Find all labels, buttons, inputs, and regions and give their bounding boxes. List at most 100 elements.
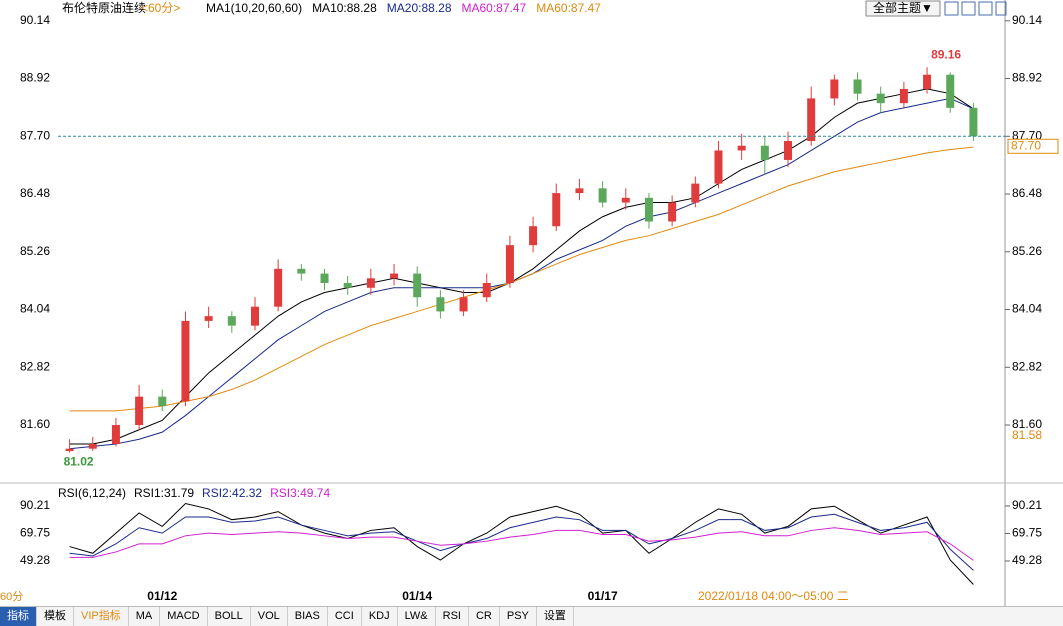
candle-body: [644, 197, 653, 222]
tab[interactable]: MACD: [160, 607, 208, 626]
indicator-line: [69, 146, 974, 412]
candle-body: [204, 316, 213, 321]
candle-body: [297, 268, 306, 274]
candle-body: [111, 425, 120, 444]
ma60-axis-label: 81.58: [1012, 428, 1042, 442]
period-label: <60分>: [141, 1, 180, 15]
candle-body: [830, 79, 839, 99]
candle-body: [876, 93, 885, 104]
candle-body: [946, 74, 955, 108]
indicator-label: MA10:88.28: [312, 1, 377, 15]
y-tick-label-right: 85.26: [1012, 244, 1042, 258]
y-tick-label: 87.70: [20, 128, 50, 142]
status-time: 2022/01/18 04:00～05:00 二: [698, 589, 849, 603]
candle-body: [250, 306, 259, 326]
y-tick-label: 81.60: [20, 417, 50, 431]
low-label: 81.02: [64, 455, 94, 469]
candle-body: [899, 88, 908, 104]
tab-bar: 60分指标 模板 VIP指标 MA MACD BOLL VOL BIAS CCI KDJ LW& RS…: [0, 591, 1063, 626]
candle-body: [668, 202, 677, 222]
candle-body: [784, 141, 793, 160]
tab[interactable]: KDJ: [362, 607, 398, 626]
tab[interactable]: 指标: [0, 607, 37, 626]
rsi-title: RSI(6,12,24): [58, 486, 126, 500]
candle-body: [158, 396, 167, 407]
candle-body: [88, 443, 97, 449]
candle-body: [343, 283, 352, 288]
tab[interactable]: RSI: [436, 607, 469, 626]
last-price-label: 87.70: [1011, 138, 1041, 152]
candle-body: [807, 98, 816, 142]
candle-body: [552, 193, 561, 227]
y-tick-label-right: 81.60: [1012, 417, 1042, 431]
tab[interactable]: BIAS: [288, 607, 328, 626]
theme-button[interactable]: [865, 0, 941, 17]
candle-body: [598, 188, 607, 203]
chart-title: 布伦特原油连续: [62, 0, 146, 15]
candle-body: [760, 145, 769, 160]
candle-body: [65, 448, 74, 452]
high-label: 89.16: [931, 47, 961, 61]
x-tick-label: 01/14: [402, 589, 432, 603]
candle-body: [436, 297, 445, 312]
y-tick-label: 69.75: [20, 526, 50, 540]
y-tick-label-right: 86.48: [1012, 186, 1042, 200]
indicator-label: MA60:87.47: [462, 1, 527, 15]
x-tick-label: 01/12: [147, 589, 177, 603]
candle-body: [737, 145, 746, 151]
y-tick-label-right: 88.92: [1012, 71, 1042, 85]
y-tick-label: 86.48: [20, 186, 50, 200]
x-tick-label: 01/17: [588, 589, 618, 603]
tab[interactable]: VIP指标: [74, 607, 129, 626]
indicator-label: MA60:87.47: [536, 1, 601, 15]
candle-body: [621, 197, 630, 203]
theme-button-label[interactable]: 全部主题▼: [873, 0, 933, 15]
indicator-line: [69, 502, 974, 585]
tab[interactable]: 模板: [37, 607, 74, 626]
y-tick-label: 88.92: [20, 71, 50, 85]
candle-body: [413, 273, 422, 298]
candle-body: [714, 150, 723, 184]
indicator-label: MA1(10,20,60,60): [206, 1, 302, 15]
tab[interactable]: CCI: [328, 607, 362, 626]
y-tick-label-right: 82.82: [1012, 359, 1042, 373]
y-tick-label-right: 69.75: [1012, 526, 1042, 540]
tab[interactable]: 设置: [537, 607, 574, 626]
last-price-box: [1007, 138, 1059, 154]
indicator-line: [69, 97, 974, 450]
candle-body: [274, 268, 283, 307]
chart: 全部主题▼ 布伦特原油连续 <60分> RSI(6,12,24) 2022/01…: [0, 0, 1063, 606]
candle-body: [529, 226, 538, 246]
y-tick-label: 82.82: [20, 359, 50, 373]
candle-body: [482, 283, 491, 298]
y-tick-label: 84.04: [20, 302, 50, 316]
tab[interactable]: LW&: [398, 607, 436, 626]
period-tab[interactable]: 60分: [0, 591, 24, 603]
indicator-label: MA20:88.28: [387, 1, 452, 15]
y-tick-label-right: 90.14: [1012, 13, 1042, 27]
tab[interactable]: PSY: [500, 607, 537, 626]
y-tick-label-right: 84.04: [1012, 302, 1042, 316]
tab[interactable]: VOL: [251, 607, 288, 626]
tab[interactable]: BOLL: [208, 607, 251, 626]
indicator-line: [69, 527, 974, 561]
candle-body: [853, 79, 862, 94]
candle-body: [691, 183, 700, 203]
y-tick-label: 90.14: [20, 13, 50, 27]
candle-body: [366, 278, 375, 288]
candle-body: [227, 316, 236, 326]
tab[interactable]: CR: [469, 607, 500, 626]
legend-entry: RSI1:31.79: [134, 486, 194, 500]
candle-body: [575, 188, 584, 194]
y-tick-label: 90.21: [20, 498, 50, 512]
indicator-line: [69, 513, 974, 571]
legend-entry: RSI2:42.32: [202, 486, 262, 500]
window-icons[interactable]: [944, 1, 1007, 16]
candle-body: [181, 320, 190, 402]
legend-entry: RSI3:49.74: [270, 486, 330, 500]
indicator-line: [69, 88, 974, 445]
tab[interactable]: MA: [129, 607, 161, 626]
y-tick-label: 49.28: [20, 553, 50, 567]
candle-body: [459, 297, 468, 312]
